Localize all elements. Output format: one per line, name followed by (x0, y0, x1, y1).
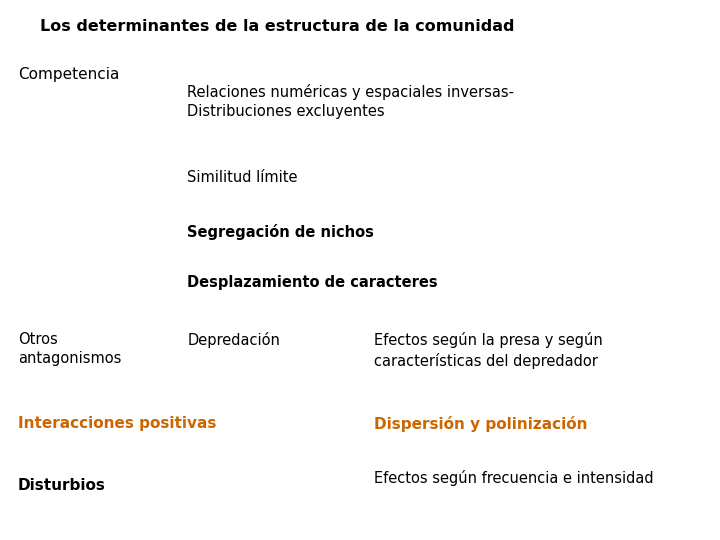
Text: Los determinantes de la estructura de la comunidad: Los determinantes de la estructura de la… (40, 19, 514, 34)
Text: Segregación de nichos: Segregación de nichos (187, 224, 374, 240)
Text: Depredación: Depredación (187, 332, 280, 348)
Text: Desplazamiento de caracteres: Desplazamiento de caracteres (187, 275, 438, 291)
Text: Dispersión y polinización: Dispersión y polinización (374, 416, 588, 432)
Text: Otros
antagonismos: Otros antagonismos (18, 332, 122, 366)
Text: Efectos según frecuencia e intensidad: Efectos según frecuencia e intensidad (374, 470, 654, 486)
Text: Relaciones numéricas y espaciales inversas-
Distribuciones excluyentes: Relaciones numéricas y espaciales invers… (187, 84, 514, 119)
Text: Disturbios: Disturbios (18, 478, 106, 493)
Text: Interacciones positivas: Interacciones positivas (18, 416, 217, 431)
Text: Similitud límite: Similitud límite (187, 170, 297, 185)
Text: Competencia: Competencia (18, 68, 120, 83)
Text: Efectos según la presa y según
características del depredador: Efectos según la presa y según caracterí… (374, 332, 603, 369)
